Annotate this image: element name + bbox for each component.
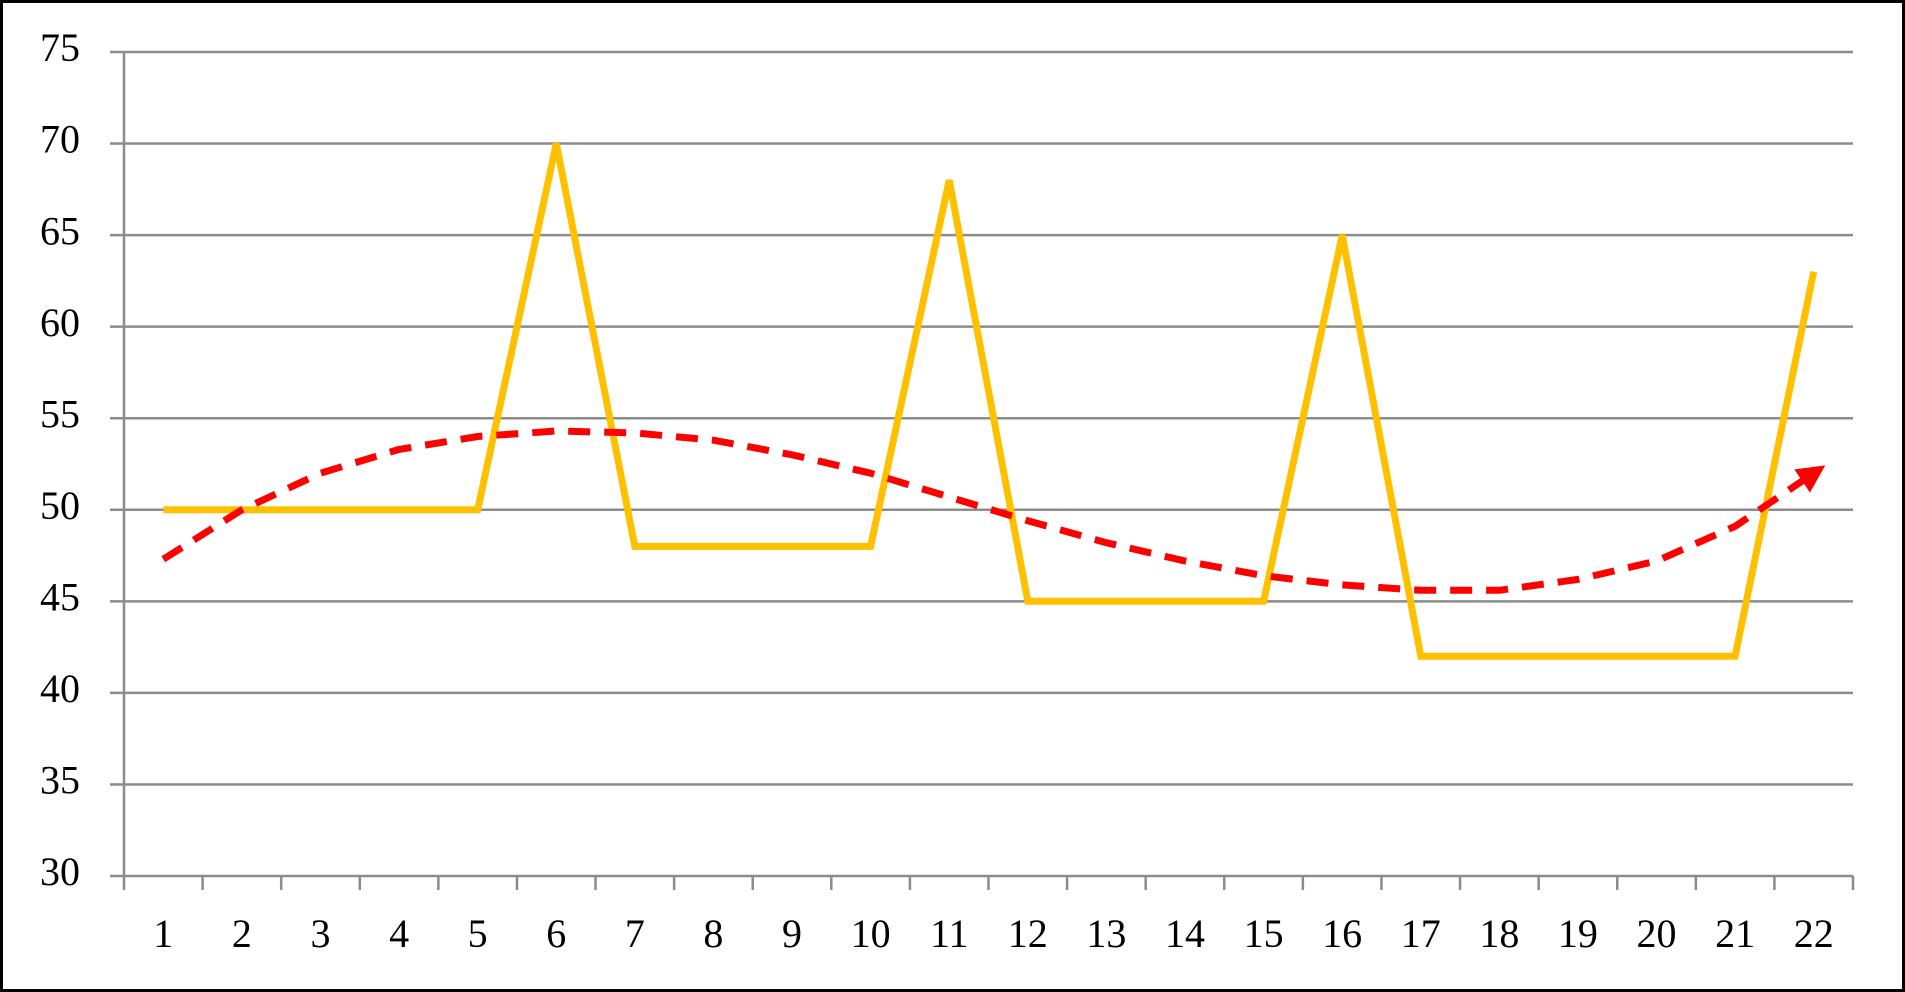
- trend-line: [161, 427, 1826, 594]
- x-tick-label: 21: [1715, 911, 1755, 956]
- x-tick-label: 22: [1794, 911, 1834, 956]
- x-tick-label: 19: [1558, 911, 1598, 956]
- x-tick-label: 4: [389, 911, 409, 956]
- x-tick-label: 1: [153, 911, 173, 956]
- y-tick-label: 65: [40, 208, 80, 253]
- x-tick-label: 10: [851, 911, 891, 956]
- y-tick-label: 50: [40, 483, 80, 528]
- y-tick-label: 40: [40, 666, 80, 711]
- x-tick-label: 5: [468, 911, 488, 956]
- y-tick-label: 45: [40, 575, 80, 620]
- x-tick-label: 8: [703, 911, 723, 956]
- y-tick-label: 30: [40, 849, 80, 894]
- x-tick-label: 18: [1479, 911, 1519, 956]
- y-tick-label: 60: [40, 300, 80, 345]
- x-tick-label: 12: [1008, 911, 1048, 956]
- series-line: [163, 142, 1818, 660]
- y-tick-label: 75: [40, 25, 80, 70]
- x-tick-label: 13: [1086, 911, 1126, 956]
- x-tick-label: 17: [1401, 911, 1441, 956]
- x-tick-label: 2: [232, 911, 252, 956]
- x-tick-label: 7: [625, 911, 645, 956]
- y-tick-label: 70: [40, 117, 80, 162]
- y-tick-label: 55: [40, 391, 80, 436]
- x-tick-label: 11: [930, 911, 969, 956]
- x-tick-label: 9: [782, 911, 802, 956]
- x-tick-label: 14: [1165, 911, 1205, 956]
- x-tick-label: 15: [1244, 911, 1284, 956]
- y-tick-label: 35: [40, 758, 80, 803]
- x-tick-label: 16: [1322, 911, 1362, 956]
- x-tick-label: 3: [310, 911, 330, 956]
- x-tick-label: 6: [546, 911, 566, 956]
- x-tick-label: 20: [1637, 911, 1677, 956]
